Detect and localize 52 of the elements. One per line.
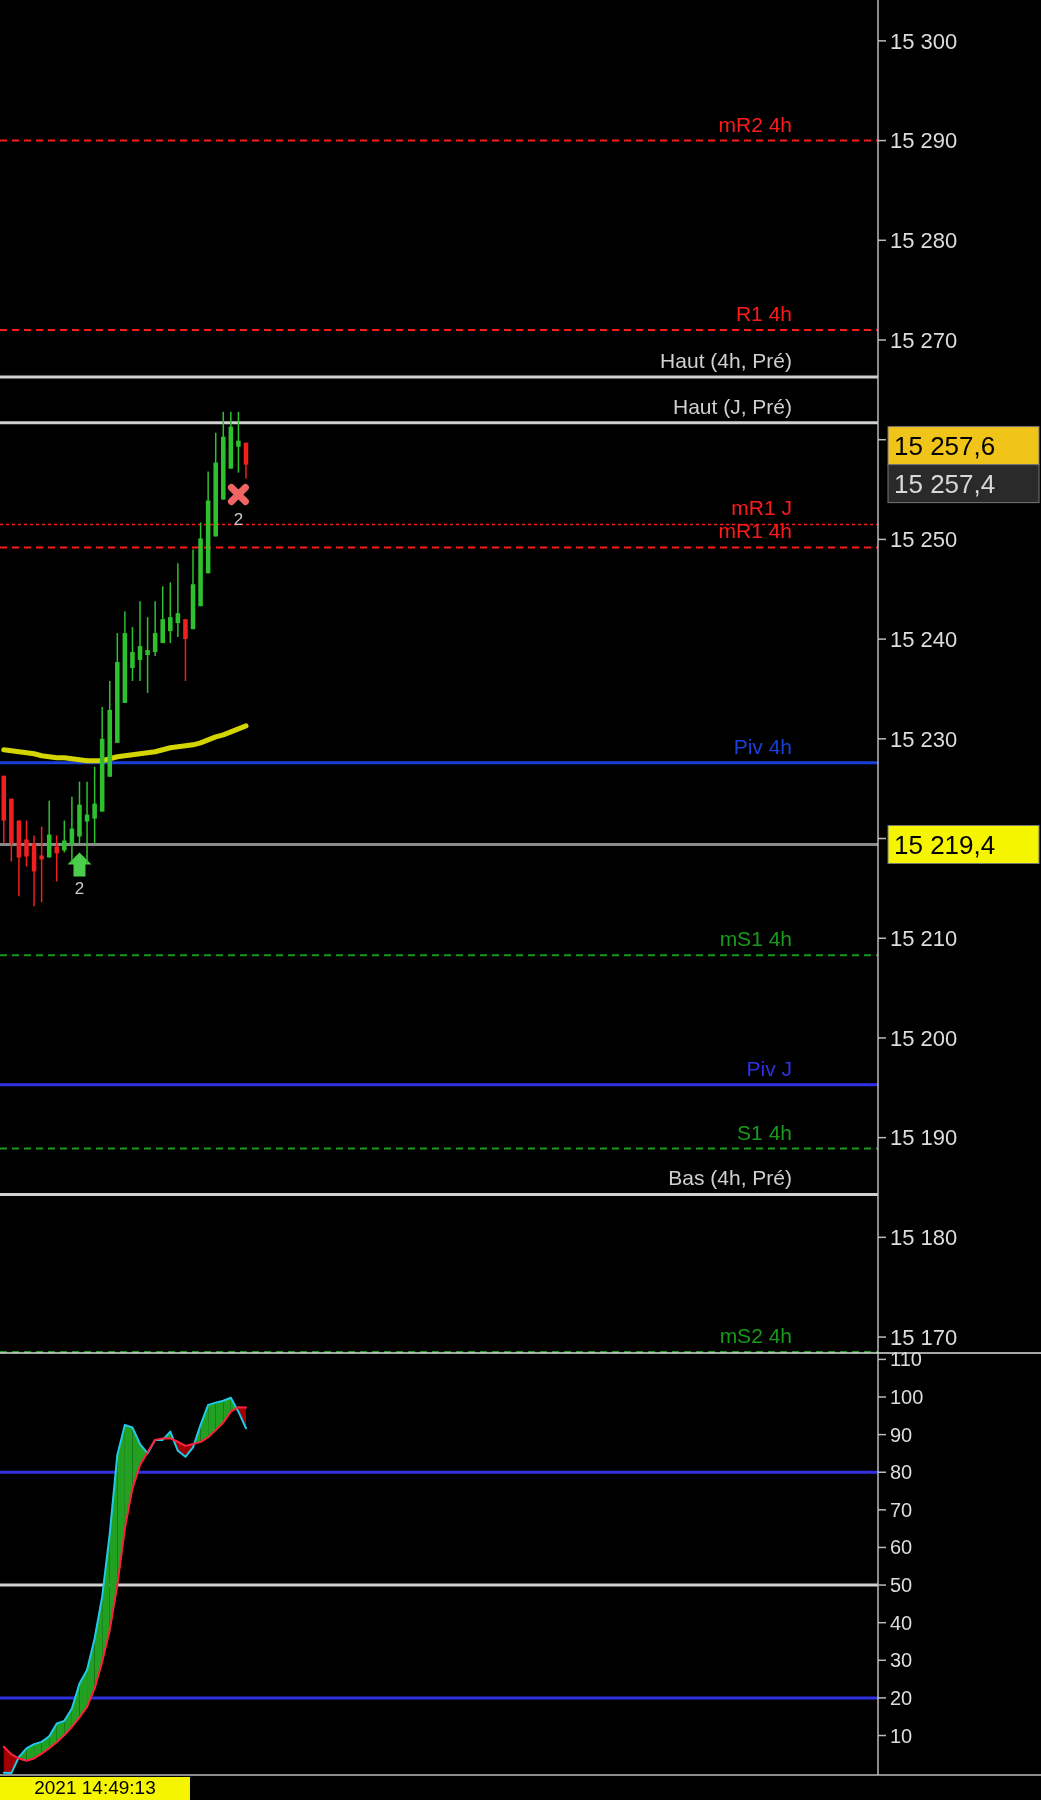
y-tick-label: 15 290 <box>890 128 958 154</box>
y-tick-label: 110 <box>890 1348 922 1371</box>
y-tick-label: 100 <box>890 1386 924 1409</box>
ref-line-label: Piv 4h <box>733 734 792 758</box>
y-tick-label: 15 240 <box>890 626 958 652</box>
ref-line-label: S1 4h <box>737 1120 792 1144</box>
text: 15 219,4 <box>894 829 996 860</box>
candlestick <box>54 834 60 883</box>
text: 15 257,6 <box>894 430 996 461</box>
y-tick-label: 15 190 <box>890 1125 958 1151</box>
y-tick-label: 15 270 <box>890 327 958 353</box>
candlestick <box>130 626 135 682</box>
ref-line-label: mS1 4h <box>719 927 792 951</box>
candlestick <box>24 819 29 868</box>
y-tick-label: 10 <box>890 1724 913 1747</box>
candlestick <box>236 411 241 474</box>
y-tick-label: 70 <box>890 1498 913 1521</box>
ref-line-label: mR1 J <box>731 496 792 520</box>
y-tick-label: 40 <box>890 1611 913 1634</box>
y-tick-label: 60 <box>890 1536 913 1559</box>
candlestick <box>160 585 165 644</box>
ref-line-label: Piv J <box>746 1056 792 1080</box>
ref-line-label: Haut (J, Pré) <box>672 394 792 418</box>
y-tick-label: 20 <box>890 1686 913 1709</box>
series-label: 2 <box>233 509 244 529</box>
y-tick-label: 15 210 <box>890 925 958 951</box>
ref-line-label: mS2 4h <box>719 1324 792 1347</box>
candlestick <box>39 825 44 904</box>
candlestick <box>145 616 150 694</box>
y-tick-label: 15 170 <box>890 1324 958 1350</box>
y-tick-label: 30 <box>890 1649 913 1672</box>
series-label: 2 <box>74 879 85 899</box>
y-tick-label: 90 <box>890 1423 913 1446</box>
ref-line-label: mR1 4h <box>718 519 792 543</box>
candlestick <box>168 581 173 644</box>
y-tick-label: 15 200 <box>890 1025 958 1051</box>
y-tick-label: 15 180 <box>890 1225 958 1251</box>
text: 15 257,4 <box>894 468 996 499</box>
y-tick-label: 50 <box>890 1574 913 1597</box>
y-tick-label: 15 250 <box>890 527 958 553</box>
y-tick-label: 15 230 <box>890 726 958 752</box>
text: 2021 14:49:13 <box>34 1777 156 1798</box>
ref-line-label: R1 4h <box>735 302 792 326</box>
y-tick-label: 15 300 <box>890 28 958 54</box>
ref-line-label: mR2 4h <box>718 112 792 136</box>
y-tick-label: 15 280 <box>890 227 958 253</box>
y-tick-label: 80 <box>890 1461 913 1484</box>
ref-line-label: Bas (4h, Pré) <box>668 1166 792 1190</box>
ref-line-label: Haut (4h, Pré) <box>660 348 792 372</box>
candlestick <box>62 819 67 854</box>
candlestick <box>92 765 97 845</box>
candlestick <box>183 618 188 682</box>
